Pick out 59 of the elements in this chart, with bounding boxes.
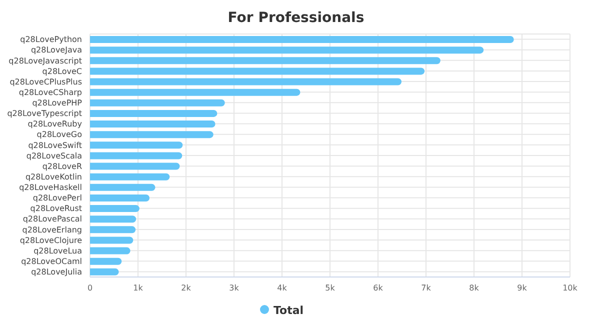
bar [90, 226, 136, 234]
x-tick-label: 2k [181, 284, 192, 293]
y-tick-label: q28LoveCSharp [18, 88, 82, 97]
y-tick-label: q28LovePHP [32, 98, 82, 108]
y-tick-label: q28LoveClojure [20, 236, 82, 245]
y-tick-label: q28LoveJava [30, 46, 82, 55]
x-tick-label: 7k [421, 284, 432, 293]
x-tick-label: 5k [325, 284, 336, 293]
y-tick-label: q28LoveScala [26, 151, 82, 160]
bar [90, 184, 156, 191]
x-tick-label: 8k [469, 284, 480, 293]
y-tick-label: q28LoveKotlin [25, 172, 82, 182]
bar [90, 216, 136, 223]
y-tick-label: q28LoveJulia [31, 268, 82, 277]
bar [90, 57, 440, 64]
bar [90, 173, 170, 180]
chart-title: For Professionals [226, 9, 366, 28]
y-tick-label: q28LovePython [20, 35, 82, 44]
y-tick-label: q28LovePascal [22, 214, 82, 224]
bar [90, 162, 180, 170]
y-tick-label: q28LoveGo [36, 130, 82, 140]
bar [90, 247, 130, 254]
y-tick-label: q28LoveSwift [28, 140, 82, 150]
bar [90, 268, 119, 276]
y-tick-label: q28LoveRuby [28, 120, 82, 129]
bar [90, 99, 225, 106]
bar [90, 205, 140, 212]
x-tick-label: 10k [562, 284, 578, 293]
bar [90, 258, 122, 265]
x-tick-label: 6k [373, 284, 384, 293]
y-tick-label: q28LoveHaskell [19, 183, 82, 192]
x-tick-label: 4k [277, 284, 288, 293]
x-tick-label: 1k [133, 284, 144, 293]
x-tick-label: 3k [229, 284, 240, 293]
bar [90, 46, 484, 54]
bar [90, 36, 514, 43]
bar [90, 152, 182, 160]
x-tick-label: 9k [517, 284, 528, 293]
bar [90, 142, 183, 149]
bar [90, 236, 134, 244]
bar [90, 110, 218, 117]
bar [90, 68, 425, 75]
x-tick-label: 0 [87, 284, 93, 293]
y-tick-label: q28LoveErlang [22, 225, 82, 234]
y-tick-label: q28LoveC [42, 66, 82, 76]
y-tick-label: q28LoveJavascript [8, 56, 82, 66]
y-tick-label: q28LoveOCaml [21, 256, 82, 266]
y-tick-label: q28LoveR [42, 162, 82, 171]
bar [90, 78, 402, 86]
legend-label: Total [273, 304, 304, 317]
y-tick-label: q28LoveCPlusPlus [10, 77, 82, 86]
bar [90, 120, 216, 128]
y-tick-label: q28LoveTypescript [7, 109, 82, 118]
y-tick-label: q28LoveRust [30, 204, 82, 214]
bar [90, 194, 150, 202]
bar [90, 88, 300, 96]
bar [90, 131, 214, 138]
y-tick-label: q28LoveLua [34, 246, 82, 256]
y-tick-label: q28LovePerl [32, 194, 82, 203]
